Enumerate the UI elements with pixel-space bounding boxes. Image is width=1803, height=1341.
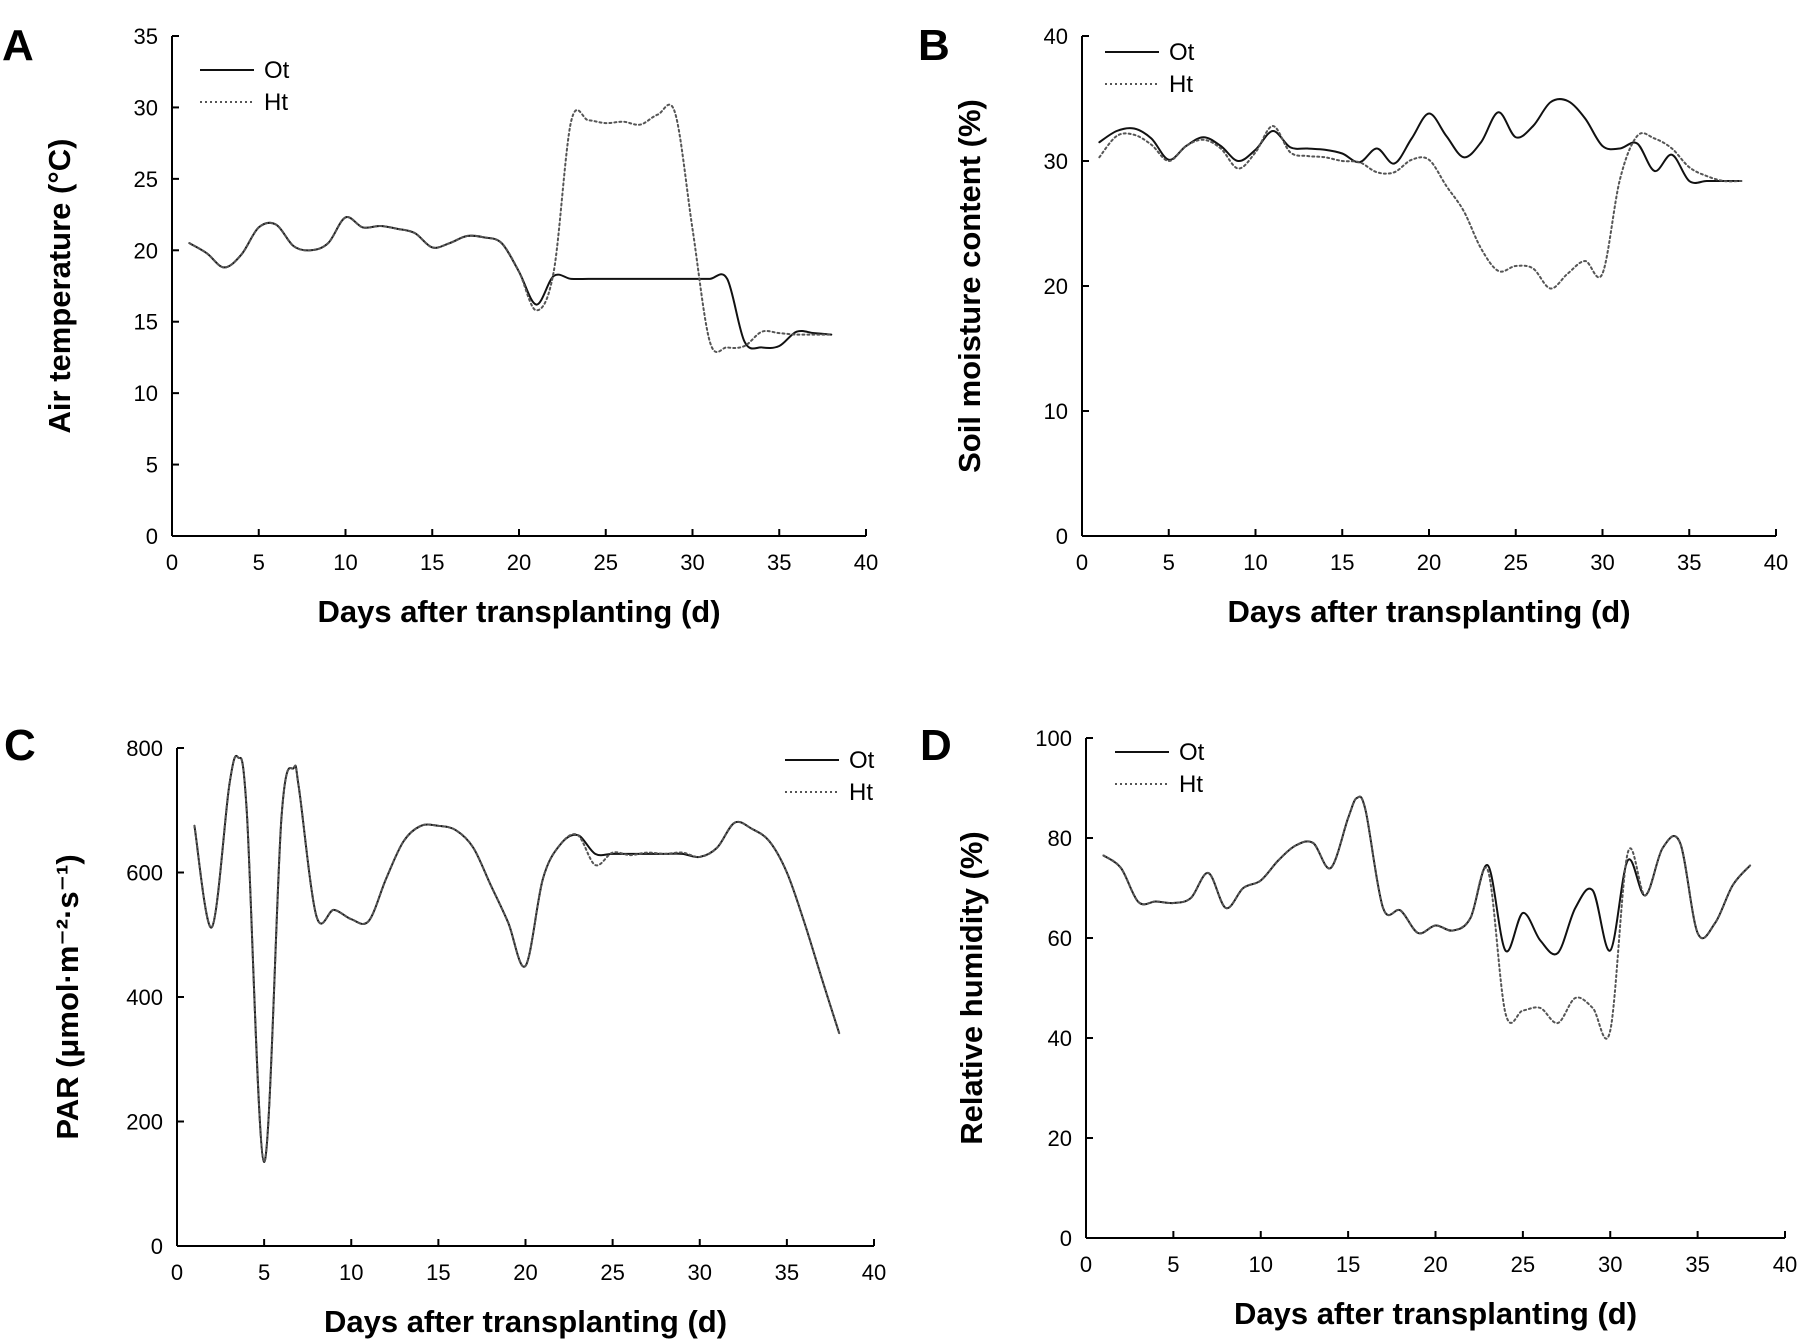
y-tick-label: 5 <box>146 453 158 478</box>
y-tick-label: 100 <box>1035 726 1072 751</box>
legend-label-ot: Ot <box>264 57 290 84</box>
series-line-ht <box>193 754 841 1163</box>
y-tick-label: 0 <box>1056 524 1068 549</box>
y-axis-title: Air temperature (°C) <box>42 139 77 434</box>
x-tick-label: 15 <box>420 550 444 575</box>
y-tick-label: 200 <box>126 1110 163 1135</box>
legend-label-ot: Ot <box>1179 739 1205 766</box>
x-tick-label: 35 <box>1677 550 1701 575</box>
y-tick-label: 80 <box>1048 826 1072 851</box>
series-line-ot <box>1098 98 1743 184</box>
y-tick-label: 40 <box>1044 24 1068 49</box>
x-axis-title: Days after transplanting (d) <box>1234 1296 1637 1331</box>
x-tick-label: 40 <box>854 550 878 575</box>
y-tick-label: 15 <box>134 310 158 335</box>
y-tick-label: 400 <box>126 985 163 1010</box>
y-axis-title: Soil moisture content (%) <box>952 99 987 473</box>
x-tick-label: 5 <box>1163 550 1175 575</box>
y-tick-label: 0 <box>146 524 158 549</box>
legend-label-ot: Ot <box>1169 39 1195 66</box>
x-tick-label: 30 <box>688 1260 712 1285</box>
series-line-ht <box>1098 125 1743 290</box>
panel-b: B 0 10 20 30 40 0 5 10 15 20 25 30 35 40 Days after tra… <box>918 21 1788 629</box>
series-line-ht <box>1102 795 1752 1040</box>
x-tick-label: 25 <box>600 1260 624 1285</box>
legend-label-ht: Ht <box>1179 771 1203 798</box>
y-tick-label: 60 <box>1048 926 1072 951</box>
y-tick-label: 20 <box>134 238 158 263</box>
x-tick-label: 20 <box>1417 550 1441 575</box>
x-tick-label: 10 <box>1243 550 1267 575</box>
legend-label-ht: Ht <box>264 89 288 116</box>
legend: Ot Ht <box>200 57 290 116</box>
legend: Ot Ht <box>1115 739 1205 798</box>
x-tick-label: 30 <box>1598 1252 1622 1277</box>
y-tick-label: 800 <box>126 736 163 761</box>
panel-d: D 0 20 40 60 80 100 0 5 10 15 20 25 30 35 40 Days after … <box>920 721 1797 1331</box>
legend-label-ht: Ht <box>1169 71 1193 98</box>
y-tick-label: 0 <box>151 1234 163 1259</box>
x-tick-label: 40 <box>1764 550 1788 575</box>
y-tick-label: 25 <box>134 167 158 192</box>
y-axis-title: Relative humidity (%) <box>954 831 989 1145</box>
panel-letter: A <box>2 21 34 70</box>
x-tick-label: 20 <box>513 1260 537 1285</box>
y-tick-label: 30 <box>1044 149 1068 174</box>
x-tick-label: 15 <box>426 1260 450 1285</box>
legend-label-ht: Ht <box>849 779 873 806</box>
x-axis-title: Days after transplanting (d) <box>324 1304 727 1339</box>
panel-letter: D <box>920 721 952 770</box>
panel-a: A 0 5 10 15 20 25 30 35 0 5 10 15 20 25 30 35 40 Days afte… <box>2 21 878 629</box>
x-tick-label: 35 <box>767 550 791 575</box>
x-tick-label: 30 <box>680 550 704 575</box>
x-axis-title: Days after transplanting (d) <box>317 594 720 629</box>
y-tick-label: 40 <box>1048 1026 1072 1051</box>
x-tick-label: 30 <box>1590 550 1614 575</box>
x-tick-label: 10 <box>333 550 357 575</box>
x-tick-label: 35 <box>775 1260 799 1285</box>
y-tick-label: 0 <box>1060 1226 1072 1251</box>
x-tick-label: 25 <box>1511 1252 1535 1277</box>
y-tick-label: 20 <box>1044 274 1068 299</box>
x-tick-label: 40 <box>1773 1252 1797 1277</box>
series-line-ht <box>188 103 833 354</box>
x-tick-label: 10 <box>1249 1252 1273 1277</box>
x-tick-label: 0 <box>166 550 178 575</box>
y-tick-label: 600 <box>126 861 163 886</box>
legend: Ot Ht <box>1105 39 1195 98</box>
x-tick-label: 5 <box>1167 1252 1179 1277</box>
y-tick-label: 10 <box>1044 399 1068 424</box>
x-tick-label: 0 <box>171 1260 183 1285</box>
x-tick-label: 10 <box>339 1260 363 1285</box>
x-tick-label: 40 <box>862 1260 886 1285</box>
panel-c: C 0 200 400 600 800 0 5 10 15 20 25 30 35 40 Days after… <box>4 721 886 1339</box>
x-tick-label: 0 <box>1080 1252 1092 1277</box>
x-tick-label: 25 <box>594 550 618 575</box>
legend-label-ot: Ot <box>849 747 875 774</box>
x-tick-label: 15 <box>1330 550 1354 575</box>
x-tick-label: 35 <box>1685 1252 1709 1277</box>
legend: Ot Ht <box>785 747 875 806</box>
x-tick-label: 0 <box>1076 550 1088 575</box>
x-tick-label: 25 <box>1504 550 1528 575</box>
y-tick-label: 10 <box>134 381 158 406</box>
x-axis-title: Days after transplanting (d) <box>1227 594 1630 629</box>
panel-letter: C <box>4 721 36 770</box>
y-tick-label: 30 <box>134 95 158 120</box>
series-line-ot <box>193 754 841 1163</box>
x-tick-label: 15 <box>1336 1252 1360 1277</box>
y-tick-label: 35 <box>134 24 158 49</box>
x-tick-label: 20 <box>507 550 531 575</box>
y-tick-label: 20 <box>1048 1126 1072 1151</box>
y-axis-title: PAR (μmol·m⁻²·s⁻¹) <box>50 854 85 1139</box>
x-tick-label: 5 <box>258 1260 270 1285</box>
panel-letter: B <box>918 21 950 70</box>
x-tick-label: 20 <box>1423 1252 1447 1277</box>
x-tick-label: 5 <box>253 550 265 575</box>
